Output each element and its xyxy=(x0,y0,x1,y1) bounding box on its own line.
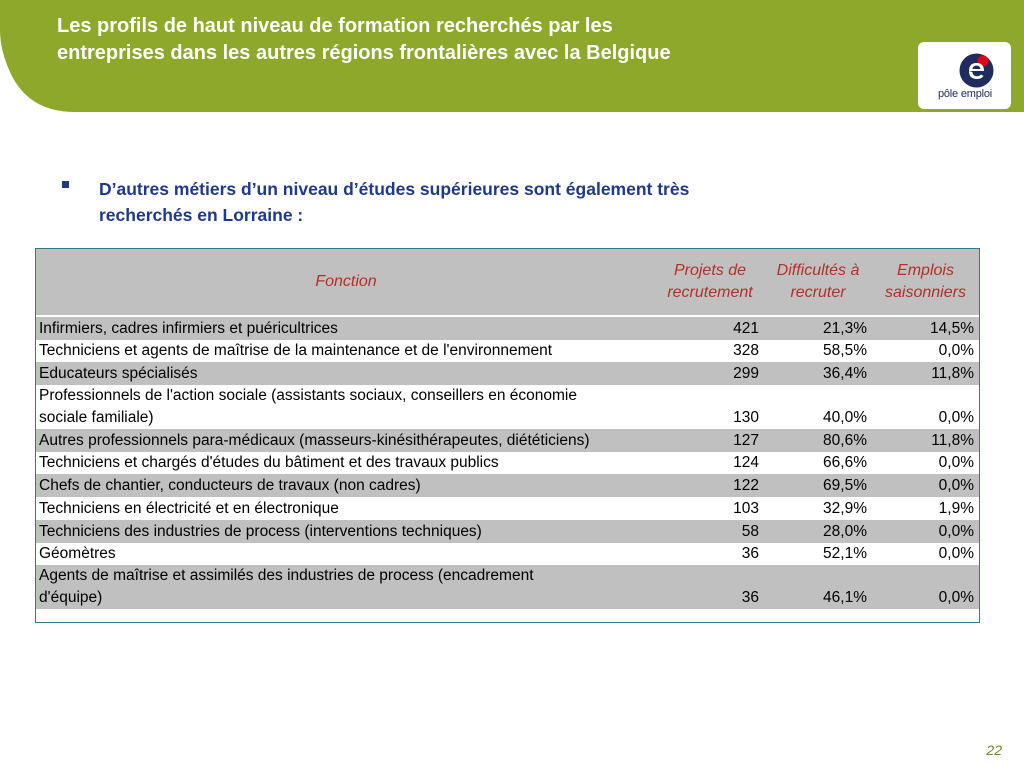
cell-fonction: Professionnels de l'action sociale (assi… xyxy=(36,385,656,430)
table-header-row: Fonction Projets de recrutement Difficul… xyxy=(36,249,979,317)
bullet-line-1: D’autres métiers d’un niveau d’études su… xyxy=(99,179,690,199)
pole-emploi-logo-icon xyxy=(959,53,994,88)
cell-projets: 124 xyxy=(656,451,764,475)
cell-fonction: Géomètres xyxy=(36,542,656,566)
cell-fonction: Techniciens et chargés d'études du bâtim… xyxy=(36,451,656,475)
cell-difficultes: 32,9% xyxy=(764,497,872,520)
table-row: Educateurs spécialisés 299 36,4% 11,8% xyxy=(36,362,979,386)
cell-difficultes: 58,5% xyxy=(764,339,872,363)
cell-saisonniers: 0,0% xyxy=(872,542,979,566)
table-row: Techniciens et agents de maîtrise de la … xyxy=(36,339,979,363)
cell-fonction: Educateurs spécialisés xyxy=(36,362,656,386)
table-body: Infirmiers, cadres infirmiers et puéricu… xyxy=(36,316,979,610)
table-row: Infirmiers, cadres infirmiers et puéricu… xyxy=(36,316,979,340)
title-line-1: Les profils de haut niveau de formation … xyxy=(57,15,613,37)
cell-difficultes: 36,4% xyxy=(764,362,872,386)
cell-saisonniers: 0,0% xyxy=(872,385,979,430)
cell-projets: 58 xyxy=(656,519,764,543)
cell-saisonniers: 0,0% xyxy=(872,565,979,610)
recruitment-data-table: Fonction Projets de recrutement Difficul… xyxy=(36,249,979,610)
cell-projets: 36 xyxy=(656,565,764,610)
cell-difficultes: 66,6% xyxy=(764,451,872,475)
cell-projets: 421 xyxy=(656,316,764,340)
cell-fonction: Techniciens en électricité et en électro… xyxy=(36,497,656,520)
cell-fonction: Autres professionnels para-médicaux (mas… xyxy=(36,429,656,452)
cell-projets: 103 xyxy=(656,497,764,520)
logo-wordmark: pôle emploi xyxy=(937,88,993,100)
table-row: Techniciens en électricité et en électro… xyxy=(36,497,979,520)
cell-saisonniers: 11,8% xyxy=(872,362,979,386)
table-row: Géomètres 36 52,1% 0,0% xyxy=(36,542,979,566)
header-projets: Projets de recrutement xyxy=(656,249,764,317)
cell-saisonniers: 11,8% xyxy=(872,429,979,452)
cell-difficultes: 40,0% xyxy=(764,385,872,430)
header-emplois-saisonniers: Emplois saisonniers xyxy=(872,249,979,317)
cell-fonction: Chefs de chantier, conducteurs de travau… xyxy=(36,474,656,498)
cell-difficultes: 69,5% xyxy=(764,474,872,498)
header-band xyxy=(0,0,1024,112)
cell-projets: 36 xyxy=(656,542,764,566)
table-row: Techniciens des industries de process (i… xyxy=(36,519,979,543)
cell-difficultes: 28,0% xyxy=(764,519,872,543)
cell-fonction: Infirmiers, cadres infirmiers et puéricu… xyxy=(36,316,656,340)
cell-fonction: Agents de maîtrise et assimilés des indu… xyxy=(36,565,656,610)
cell-saisonniers: 0,0% xyxy=(872,519,979,543)
cell-projets: 130 xyxy=(656,385,764,430)
header-fonction: Fonction xyxy=(36,249,656,317)
cell-projets: 122 xyxy=(656,474,764,498)
cell-fonction: Techniciens et agents de maîtrise de la … xyxy=(36,339,656,363)
table-row: Chefs de chantier, conducteurs de travau… xyxy=(36,474,979,498)
recruitment-table: Fonction Projets de recrutement Difficul… xyxy=(35,248,980,623)
cell-saisonniers: 0,0% xyxy=(872,451,979,475)
cell-projets: 127 xyxy=(656,429,764,452)
square-bullet-icon xyxy=(62,181,69,188)
table-row: Agents de maîtrise et assimilés des indu… xyxy=(36,565,979,610)
header-difficultes: Difficultés à recruter xyxy=(764,249,872,317)
cell-saisonniers: 0,0% xyxy=(872,339,979,363)
cell-difficultes: 46,1% xyxy=(764,565,872,610)
bullet-text: D’autres métiers d’un niveau d’études su… xyxy=(99,176,909,228)
cell-projets: 299 xyxy=(656,362,764,386)
cell-saisonniers: 0,0% xyxy=(872,474,979,498)
cell-difficultes: 80,6% xyxy=(764,429,872,452)
title-line-2: entreprises dans les autres régions fron… xyxy=(57,42,671,64)
cell-saisonniers: 1,9% xyxy=(872,497,979,520)
cell-projets: 328 xyxy=(656,339,764,363)
page-title: Les profils de haut niveau de formation … xyxy=(57,13,897,67)
table-row: Autres professionnels para-médicaux (mas… xyxy=(36,429,979,452)
cell-fonction: Techniciens des industries de process (i… xyxy=(36,519,656,543)
cell-difficultes: 52,1% xyxy=(764,542,872,566)
cell-saisonniers: 14,5% xyxy=(872,316,979,340)
table-row: Professionnels de l'action sociale (assi… xyxy=(36,385,979,430)
page-number: 22 xyxy=(986,742,1002,758)
cell-difficultes: 21,3% xyxy=(764,316,872,340)
bullet-line-2: recherchés en Lorraine : xyxy=(99,205,304,225)
table-row: Techniciens et chargés d'études du bâtim… xyxy=(36,451,979,475)
